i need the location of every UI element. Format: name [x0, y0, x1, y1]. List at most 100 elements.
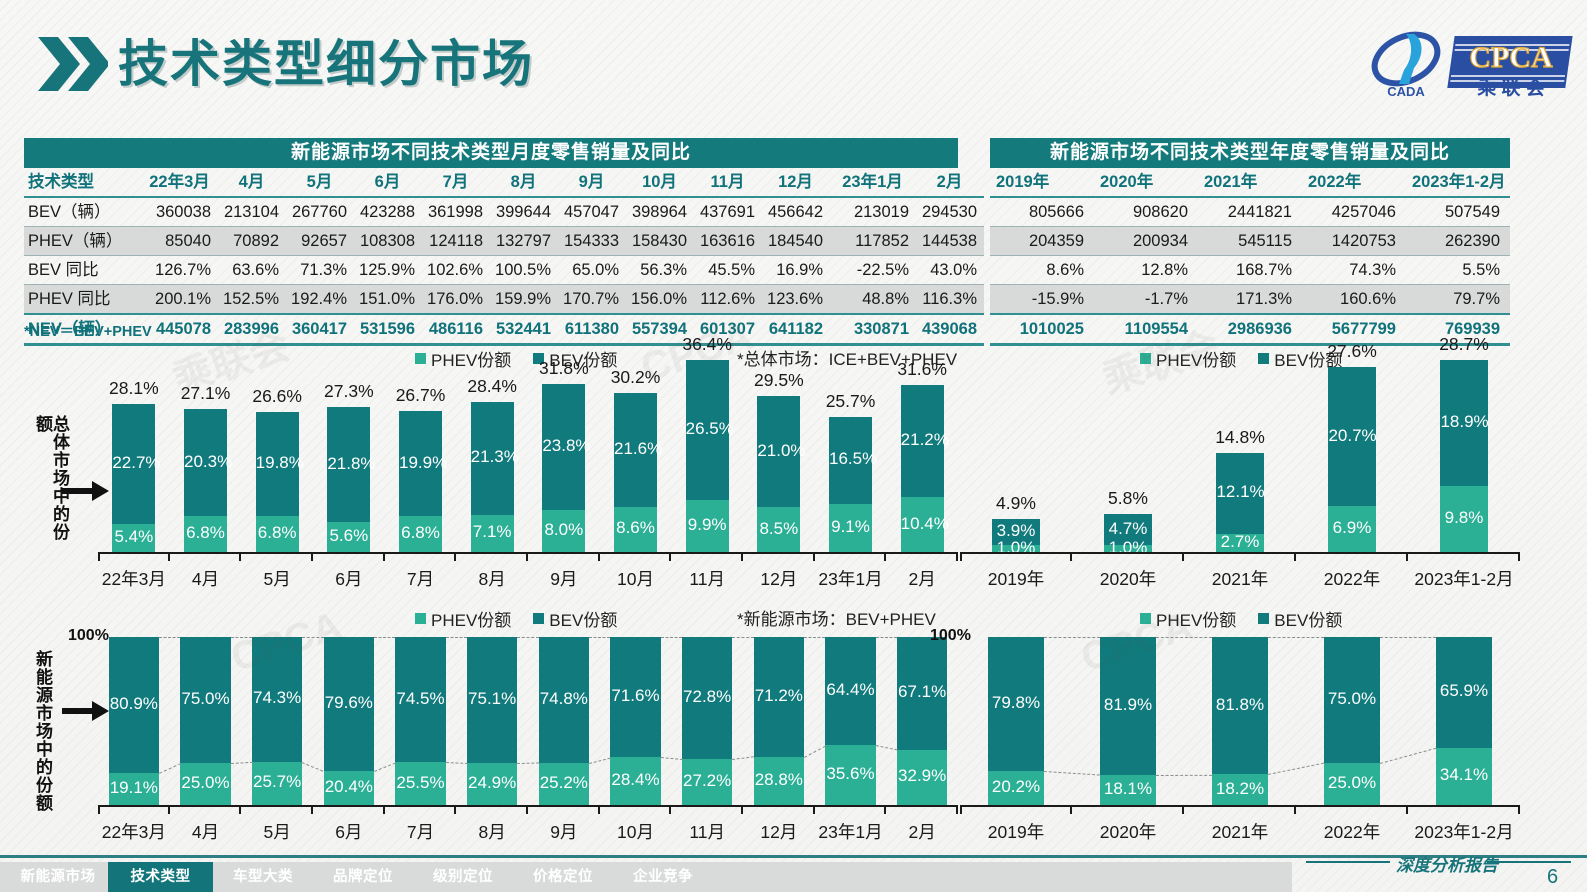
x-axis-label: 2月: [908, 569, 936, 589]
table-cell: 445078: [142, 313, 218, 346]
row-label: NEV（辆）: [24, 313, 142, 346]
bar-segment-phev: 9.1%: [829, 504, 872, 552]
trend-connector-top: [732, 637, 754, 638]
table-cell: 283996: [218, 313, 286, 346]
cpca-logo: CADA CPCA 乘 联 会: [1371, 31, 1573, 99]
bar-label-bev: 21.3%: [470, 447, 519, 467]
axis-tick: [454, 552, 457, 561]
bar-segment-bev: 79.6%: [323, 637, 374, 771]
trend-connector: [588, 757, 611, 764]
bar-label-phev: 34.1%: [1439, 765, 1489, 785]
annual-table-title: 新能源市场不同技术类型年度零售销量及同比: [990, 138, 1510, 168]
nav-item-1[interactable]: 技术类型: [108, 862, 213, 892]
x-axis-line: [960, 552, 1520, 554]
nav-item-3[interactable]: 品牌定位: [333, 869, 393, 885]
bar-label-phev: 8.6%: [616, 518, 655, 538]
bar-label-bev: 67.1%: [898, 682, 947, 702]
legend-chart3: PHEV份额 BEV份额: [1140, 346, 1342, 371]
bar-label-bev: 21.8%: [327, 453, 376, 473]
axis-tick: [1294, 805, 1296, 814]
nav-item-5[interactable]: 价格定位: [533, 869, 593, 885]
bar-label-bev: 79.8%: [991, 693, 1041, 713]
axis-tick: [311, 805, 313, 814]
bar-segment-bev: 4.7%: [1104, 513, 1152, 546]
table-cell: 176.0%: [422, 284, 490, 315]
table-cell: 8.6%: [990, 255, 1094, 285]
axis-tick: [1294, 552, 1296, 561]
bar-segment-phev: 27.2%: [682, 759, 733, 805]
chart-monthly-overall-share: 22.7% 5.4% 28.1% 20.3% 6.8% 27.1% 19.8% 6.8% 26.…: [98, 334, 958, 552]
axis-tick: [1406, 805, 1408, 814]
bar-label-phev: 5.4%: [114, 526, 154, 546]
bar-segment-bev: 80.9%: [108, 637, 159, 773]
bev-swatch-icon: [1258, 613, 1270, 624]
nev-footnote: *NEV＝BEV+PHEV: [24, 324, 152, 340]
nav-item-4[interactable]: 级别定位: [433, 869, 493, 885]
bar-segment-bev: 16.5%: [829, 416, 877, 504]
bar-segment-phev: 9.8%: [1440, 486, 1488, 552]
trend-connector-top: [588, 637, 611, 638]
table-cell: 557394: [626, 313, 694, 346]
bar-segment-bev: 18.9%: [1440, 360, 1489, 487]
bar-segment-phev: 25.7%: [252, 761, 303, 805]
trend-connector-top: [660, 637, 683, 638]
table-cell: 192.4%: [286, 284, 354, 315]
bar-segment-phev: 25.0%: [180, 763, 231, 805]
table-cell: 267760: [286, 197, 354, 227]
legend-chart1: PHEV份额 BEV份额: [415, 346, 617, 371]
bar-label-phev: 35.6%: [826, 764, 875, 784]
nav-item-6[interactable]: 企业竞争: [633, 869, 693, 885]
bar-label-bev: 19.9%: [399, 452, 448, 472]
bar-label-bev: 21.0%: [757, 440, 806, 460]
nav-item-2[interactable]: 车型大类: [233, 869, 293, 885]
trend-connector-top: [1268, 637, 1324, 638]
legend-label-bev: BEV份额: [1274, 611, 1343, 630]
table-cell: 601307: [694, 313, 762, 346]
bar-segment-bev: 72.8%: [682, 637, 733, 760]
axis-tick: [884, 805, 887, 814]
bar-label-bev: 72.8%: [683, 687, 732, 707]
bar-total-label: 27.6%: [1327, 341, 1377, 362]
bar-total-label: 5.8%: [1108, 487, 1148, 508]
monthly-table-grid: 技术类型 22年3月 4月 5月 6月 7月 8月 9月 10月 11月 12月 23年1月 2月 BEV…: [24, 168, 984, 346]
table-cell: -1.7%: [1094, 284, 1198, 315]
table-row: -15.9% -1.7% 171.3% 160.6% 79.7%: [990, 284, 1510, 315]
bar-label-bev: 71.2%: [754, 685, 803, 705]
table-cell: 457047: [558, 197, 626, 227]
bar-segment-bev: 20.7%: [1328, 367, 1377, 506]
table-cell: 156.0%: [626, 284, 694, 315]
bar-total-label: 31.6%: [897, 359, 947, 380]
bar-segment-bev: 22.7%: [112, 403, 161, 524]
x-axis-label: 11月: [689, 569, 725, 589]
x-axis-label: 12月: [760, 569, 798, 589]
bar-segment-phev: 28.4%: [610, 757, 661, 805]
bar-label-bev: 79.6%: [324, 692, 373, 712]
axis-tick: [669, 805, 672, 814]
row-label: PHEV（辆）: [24, 226, 142, 256]
trend-connector-top: [158, 637, 181, 638]
axis-top-label-1: 100%: [68, 627, 109, 644]
axis-tick: [812, 552, 815, 561]
trend-connector: [158, 762, 181, 774]
axis-tick: [741, 552, 743, 561]
trend-connector: [373, 762, 396, 772]
bar-label-bev: 75.1%: [468, 689, 517, 709]
bev-swatch-icon: [533, 613, 545, 624]
bar-total-label: 28.7%: [1439, 334, 1489, 354]
table-cell: 360038: [142, 197, 218, 227]
ylabel-nev-share-1: 新能源市场中的份额: [33, 650, 52, 812]
table-cell: 611380: [558, 313, 626, 346]
table-cell: 43.0%: [916, 255, 984, 285]
phev-swatch-icon: [415, 613, 426, 624]
bar-total-label: 4.9%: [996, 493, 1036, 514]
bar-label-phev: 9.1%: [831, 517, 870, 536]
bar-total-label: 28.4%: [467, 376, 517, 397]
column-header: 2022年: [1302, 168, 1406, 198]
nav-item-0[interactable]: 新能源市场: [20, 869, 96, 885]
bar-total-label: 28.1%: [109, 377, 159, 398]
phev-swatch-icon: [1140, 353, 1151, 364]
legend-chart4: PHEV份额 BEV份额: [1140, 606, 1342, 631]
axis-tick: [669, 552, 672, 561]
nav-strip-bg: [0, 862, 1292, 892]
table-cell: 160.6%: [1302, 284, 1406, 315]
